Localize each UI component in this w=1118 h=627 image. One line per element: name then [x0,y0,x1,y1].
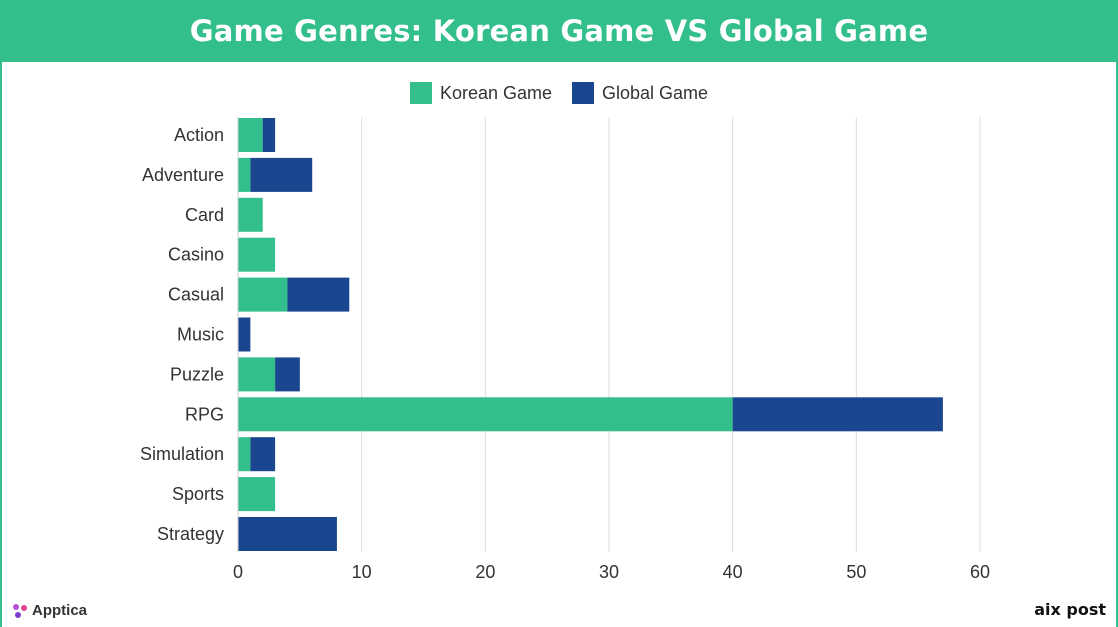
apptica-icon [13,603,27,618]
bar-korean [238,397,733,432]
bar-korean [238,237,276,272]
x-tick-label: 60 [970,562,990,582]
x-tick-label: 40 [723,562,743,582]
bar-global [238,317,251,352]
aixpost-logo: aix post [1034,600,1106,619]
legend-swatch-korean [409,82,432,104]
legend-swatch-global [572,82,594,104]
legend: Korean Game Global Game [0,82,1118,104]
apptica-label: Apptica [32,602,88,619]
legend-item-korean: Korean Game [409,82,552,104]
y-tick-label: Casual [168,285,224,305]
x-tick-label: 20 [475,562,495,582]
y-tick-label: Adventure [142,165,224,185]
bar-global [275,357,300,392]
y-tick-label: Casino [168,245,224,265]
bar-global [732,397,943,432]
x-tick-label: 30 [599,562,619,582]
y-tick-label: Music [177,325,224,345]
bar-korean [238,477,276,512]
bar-global [287,277,350,312]
x-tick-label: 50 [846,562,866,582]
bar-korean [238,197,263,232]
bar-global [250,157,313,192]
bar-korean [238,357,276,392]
chart-title: Game Genres: Korean Game VS Global Game [189,14,929,48]
legend-label-korean: Korean Game [439,82,552,103]
legend-label-global: Global Game [602,82,709,103]
y-tick-label: Action [174,125,224,145]
y-tick-label: RPG [185,404,224,424]
bar-global [250,437,276,472]
x-tick-label: 10 [352,562,372,582]
y-tick-label: Simulation [140,444,224,464]
y-tick-label: Puzzle [170,364,224,384]
bar-global [238,517,337,551]
legend-item-global: Global Game [572,82,708,104]
y-tick-label: Strategy [157,524,224,544]
bar-korean [238,157,251,192]
bar-korean [238,277,288,312]
bar-korean [238,118,263,152]
apptica-logo: Apptica [12,602,87,619]
bar-korean [238,437,251,472]
y-tick-label: Card [185,205,224,225]
title-banner: Game Genres: Korean Game VS Global Game [0,0,1118,62]
x-tick-label: 0 [233,562,243,582]
y-tick-label: Sports [172,484,224,504]
bar-global [262,118,276,152]
